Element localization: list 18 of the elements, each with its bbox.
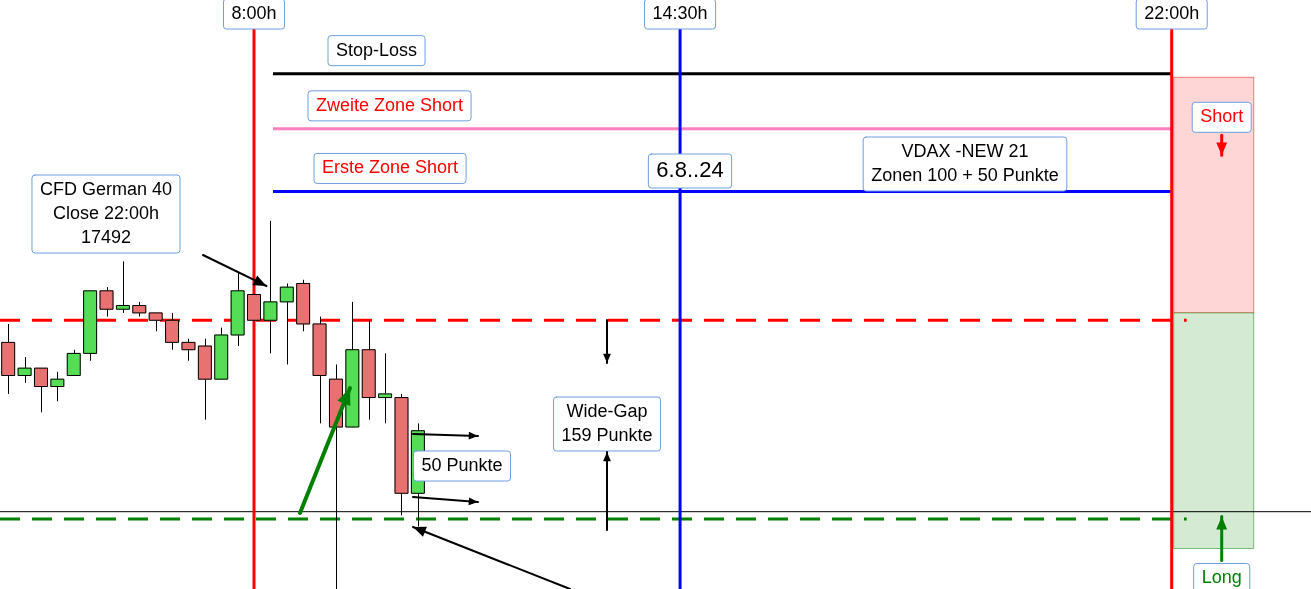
annotation: 50 Punkte xyxy=(421,454,503,475)
annotation: Wide-Gap 159 Punkte xyxy=(561,400,653,445)
x-tick-label: 14:30h xyxy=(652,2,708,23)
annotation: CFD German 40 Close 22:00h 17492 xyxy=(39,178,173,247)
ref-line-label: Erste Zone Short xyxy=(322,157,459,178)
candlestick xyxy=(99,286,114,318)
ref-line-label: Zweite Zone Short xyxy=(316,94,464,115)
candlestick xyxy=(263,220,278,354)
band-label: Short xyxy=(1200,106,1244,127)
ref-line-label: Stop-Loss xyxy=(336,39,418,60)
annotation: VDAX -NEW 21 Zonen 100 + 50 Punkte xyxy=(871,140,1059,185)
candlestick xyxy=(148,312,163,332)
x-tick-label: 22:00h xyxy=(1144,2,1200,23)
band-label: Long xyxy=(1201,567,1242,588)
annotation: 6.8..24 xyxy=(656,157,724,183)
candlestick xyxy=(279,282,294,365)
candlestick xyxy=(17,356,32,384)
x-tick-label: 8:00h xyxy=(231,2,277,23)
